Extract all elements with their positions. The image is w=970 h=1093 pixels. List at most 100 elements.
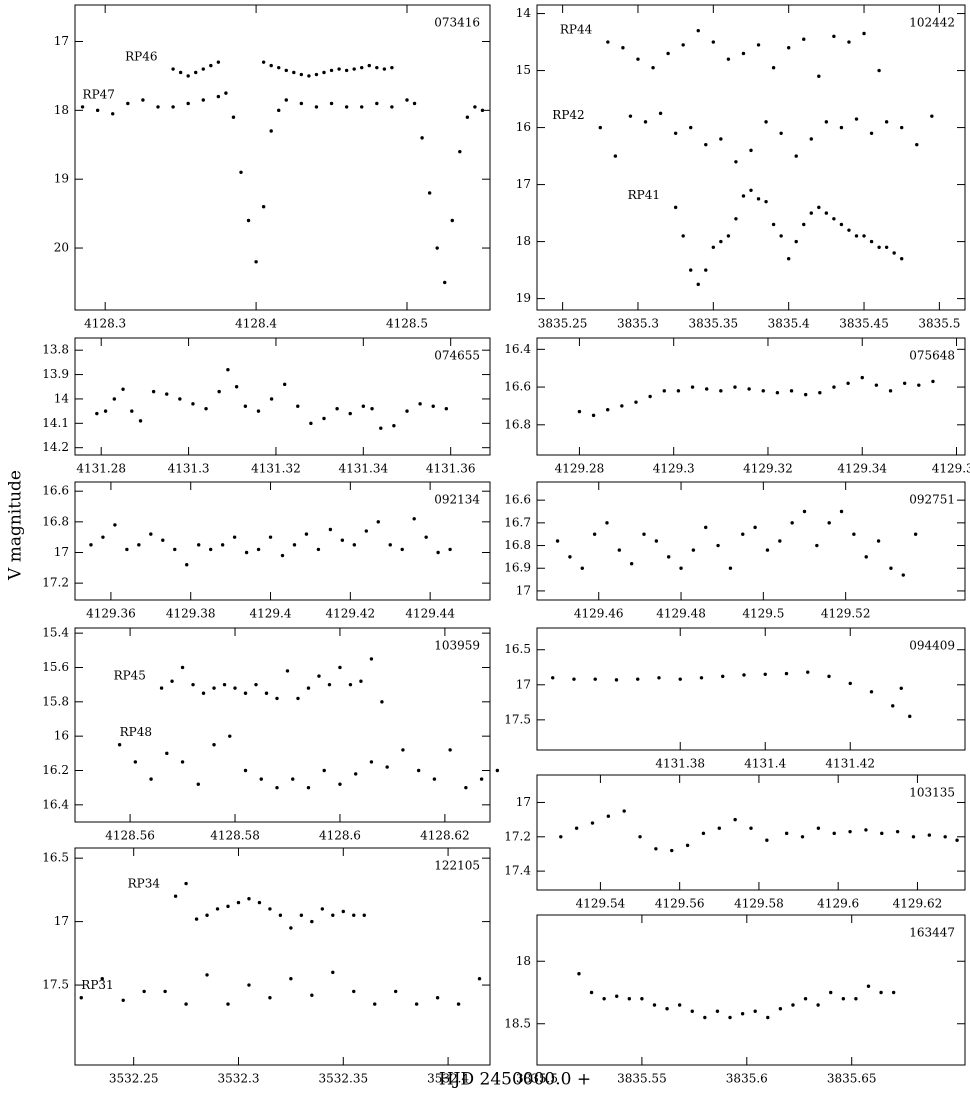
data-point xyxy=(717,826,721,830)
x-axis-label: HJD 2450000.0 + xyxy=(439,1070,591,1090)
data-point xyxy=(701,831,706,836)
x-tick-label: 4129.36 xyxy=(86,607,136,621)
data-point xyxy=(427,191,432,195)
data-point xyxy=(392,424,396,428)
x-tick-label: 4131.3 xyxy=(168,462,210,476)
data-point xyxy=(95,411,99,416)
data-point xyxy=(620,404,624,408)
data-point xyxy=(572,677,576,681)
data-point xyxy=(615,994,619,998)
y-tick-label: 15.4 xyxy=(42,626,69,640)
x-tick-label: 4129.48 xyxy=(656,607,706,621)
data-point xyxy=(927,833,932,837)
data-point xyxy=(628,114,633,118)
data-point xyxy=(658,111,663,116)
data-point xyxy=(236,900,241,905)
data-point xyxy=(329,101,334,106)
data-point xyxy=(551,676,555,680)
y-tick-label: 15.8 xyxy=(42,694,69,708)
data-point xyxy=(864,828,868,832)
series-label: RP47 xyxy=(83,87,115,101)
data-point xyxy=(269,397,274,401)
data-point xyxy=(201,691,206,695)
data-point xyxy=(375,65,379,70)
data-point xyxy=(163,989,167,994)
data-point xyxy=(186,74,190,78)
data-point xyxy=(854,234,859,238)
x-tick-label: 4128.5 xyxy=(386,317,428,331)
data-point xyxy=(390,105,394,109)
data-point xyxy=(444,406,449,411)
x-tick-label: 3835.3 xyxy=(617,317,659,331)
data-point xyxy=(348,411,352,416)
data-point xyxy=(151,389,156,394)
data-point xyxy=(424,535,428,539)
data-point xyxy=(902,381,907,385)
data-point xyxy=(943,835,947,839)
x-tick-label: 4129.5 xyxy=(742,607,784,621)
data-point xyxy=(824,120,829,124)
data-point xyxy=(495,768,500,773)
series-label: RP45 xyxy=(114,669,146,683)
data-point xyxy=(268,996,272,1000)
x-tick-label: 4129.42 xyxy=(326,607,376,621)
data-point xyxy=(689,268,693,272)
data-point xyxy=(733,385,737,389)
data-point xyxy=(224,91,228,95)
data-point xyxy=(173,894,178,898)
panel-frame xyxy=(536,627,966,751)
data-point xyxy=(803,392,808,397)
data-point xyxy=(307,74,311,78)
data-point xyxy=(877,245,881,249)
x-tick-label: 4129.58 xyxy=(734,897,784,911)
data-point xyxy=(246,218,251,223)
data-point xyxy=(133,760,138,764)
x-tick-label: 4128.3 xyxy=(84,317,126,331)
data-point xyxy=(220,543,225,547)
x-tick-label: 3532.25 xyxy=(109,1072,159,1086)
data-point xyxy=(642,532,646,536)
data-point xyxy=(915,142,919,147)
data-point xyxy=(677,1003,682,1007)
data-point xyxy=(763,672,767,676)
data-point xyxy=(268,535,273,539)
x-tick-label: 3532.35 xyxy=(318,1072,368,1086)
y-tick-label: 18 xyxy=(54,103,69,117)
data-point xyxy=(306,785,311,790)
data-point xyxy=(418,402,422,406)
panel-frame xyxy=(74,337,491,456)
data-point xyxy=(170,679,174,683)
data-point xyxy=(296,404,300,408)
data-point xyxy=(292,70,296,75)
data-point xyxy=(636,677,640,681)
y-tick-label: 13.8 xyxy=(42,343,69,357)
x-tick-label: 3835.5 xyxy=(918,317,960,331)
data-point xyxy=(259,777,263,781)
data-point xyxy=(832,831,836,836)
x-tick-label: 4131.34 xyxy=(339,462,389,476)
data-point xyxy=(184,881,188,886)
data-point xyxy=(432,777,437,781)
data-point xyxy=(185,563,189,567)
data-point xyxy=(784,671,789,676)
data-point xyxy=(891,990,896,995)
data-point xyxy=(691,548,696,552)
data-point xyxy=(665,1007,669,1011)
data-point xyxy=(800,835,805,839)
series-label: RP44 xyxy=(560,23,593,37)
data-point xyxy=(161,538,165,542)
data-point xyxy=(194,70,198,75)
data-point xyxy=(678,677,682,681)
data-point xyxy=(173,547,177,552)
data-point xyxy=(756,197,761,201)
data-point xyxy=(435,246,439,250)
data-point xyxy=(322,768,326,773)
data-point xyxy=(80,105,85,109)
panel: 4128.56 4128.58 4128.6 4128.62 15.4 15.6 15.8 1… xyxy=(42,626,500,843)
data-point xyxy=(149,777,153,781)
data-point xyxy=(779,234,783,238)
data-point xyxy=(473,105,477,109)
x-tick-label: 4129.4 xyxy=(250,607,292,621)
data-point xyxy=(165,751,169,756)
data-point xyxy=(764,120,768,124)
